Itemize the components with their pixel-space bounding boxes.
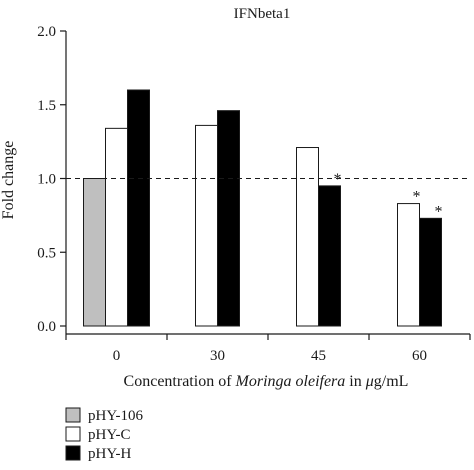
bar-phy-c-45 [296,147,319,327]
significance-star: * [413,189,421,206]
legend-label-phy-106: pHY-106 [88,408,143,424]
chart-title: IFNbeta1 [234,6,291,22]
legend-swatch-phy-c [65,426,81,442]
significance-star: * [435,203,443,220]
bars [83,89,442,327]
x-tick-label: 30 [210,348,225,364]
bar-phy-h-0 [127,89,150,327]
bar-phy-h-30 [217,110,240,327]
y-axis-label: Fold change [0,141,17,220]
legend-swatch-phy-106 [65,407,81,423]
x-label-part: Concentration of [124,373,236,390]
bar-phy-h-45 [318,185,341,327]
bar-phy-c-0 [105,127,128,327]
legend-swatch-phy-h [65,445,81,461]
x-label-part: g/mL [374,373,409,390]
legend: pHY-106 pHY-C pHY-H [65,407,143,462]
x-axis: 0 30 45 60 [65,333,471,364]
y-tick-label: 1.0 [37,172,56,188]
legend-label-phy-h: pHY-H [88,446,131,462]
x-label-part: Moringa oleifera [235,373,346,390]
bar-phy-106-0 [83,178,106,327]
y-axis: 0.0 0.5 1.0 1.5 2.0 [37,24,67,335]
y-tick-label: 0.0 [37,319,56,335]
bar-phy-c-60 [397,203,420,327]
bar-phy-h-60 [419,217,442,327]
significance-star: * [334,171,342,188]
y-tick-label: 2.0 [37,24,56,40]
x-label-part: in [345,373,365,390]
bar-phy-c-30 [195,124,218,327]
x-label-part: μ [365,373,374,390]
y-tick-label: 0.5 [37,245,56,261]
significance-markers: * * * [334,171,443,220]
x-tick-label: 45 [311,348,326,364]
x-axis-label: Concentration of Moringa oleifera in μg/… [124,373,409,390]
x-tick-label: 0 [113,348,121,364]
legend-label-phy-c: pHY-C [88,427,131,443]
x-tick-label: 60 [412,348,427,364]
y-tick-label: 1.5 [37,98,56,114]
